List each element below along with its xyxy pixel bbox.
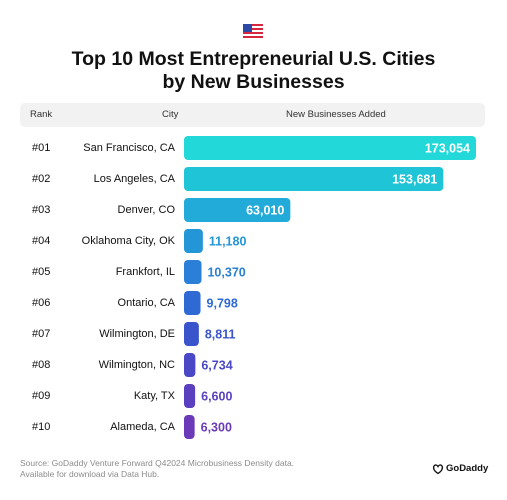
bar-value-label: 10,370: [207, 266, 245, 280]
chart-title-line2: by New Businesses: [162, 71, 345, 93]
bar: [184, 291, 201, 315]
city-label: Katy, TX: [133, 390, 175, 402]
bar: [184, 229, 203, 253]
rank-label: #05: [32, 266, 51, 278]
city-label: Oklahoma City, OK: [81, 235, 175, 247]
footnote-line2: Available for download via Data Hub.: [20, 469, 160, 479]
rank-label: #10: [32, 421, 51, 433]
rank-label: #06: [32, 297, 51, 309]
godaddy-logo-icon: [432, 464, 444, 475]
bar: [184, 353, 196, 377]
header-city: City: [162, 109, 179, 120]
city-label: Wilmington, DE: [99, 328, 175, 340]
rank-label: #07: [32, 328, 51, 340]
rank-label: #03: [32, 204, 51, 216]
bar-value-label: 153,681: [392, 173, 437, 187]
bar: [184, 136, 476, 160]
city-label: Frankfort, IL: [115, 266, 175, 278]
bar-value-label: 11,180: [209, 235, 247, 249]
rank-label: #02: [32, 173, 51, 185]
city-label: Ontario, CA: [117, 297, 175, 309]
bar-value-label: 6,300: [201, 421, 232, 435]
bar-value-label: 8,811: [205, 328, 236, 342]
rank-label: #09: [32, 390, 51, 402]
bar: [184, 198, 291, 222]
bar-value-label: 6,600: [201, 390, 232, 404]
bar: [184, 167, 444, 191]
source-footnote: Source: GoDaddy Venture Forward Q42024 M…: [20, 458, 294, 480]
rank-label: #04: [32, 235, 51, 247]
bar-value-label: 63,010: [246, 204, 284, 218]
header-new-businesses: New Businesses Added: [286, 109, 386, 120]
city-label: Denver, CO: [117, 204, 175, 216]
bar-value-label: 6,734: [201, 359, 232, 373]
city-label: San Francisco, CA: [83, 142, 175, 154]
rank-label: #01: [32, 142, 51, 154]
bar: [184, 260, 202, 284]
bar: [184, 384, 196, 408]
table-header: Rank City New Businesses Added: [20, 103, 485, 127]
rank-label: #08: [32, 359, 51, 371]
footnote-line1: Source: GoDaddy Venture Forward Q42024 M…: [20, 458, 295, 468]
header-rank: Rank: [30, 109, 53, 120]
bar: [184, 415, 195, 439]
chart-title-line1: Top 10 Most Entrepreneurial U.S. Cities: [71, 48, 436, 70]
city-label: Los Angeles, CA: [93, 173, 175, 185]
city-label: Wilmington, NC: [98, 359, 175, 371]
bar-value-label: 173,054: [425, 142, 470, 156]
bar: [184, 322, 199, 346]
city-label: Alameda, CA: [110, 421, 175, 433]
godaddy-logo: GoDaddy: [432, 462, 492, 478]
bar-value-label: 9,798: [207, 297, 238, 311]
logo-text: GoDaddy: [446, 463, 489, 474]
us-flag-icon: [243, 24, 263, 38]
